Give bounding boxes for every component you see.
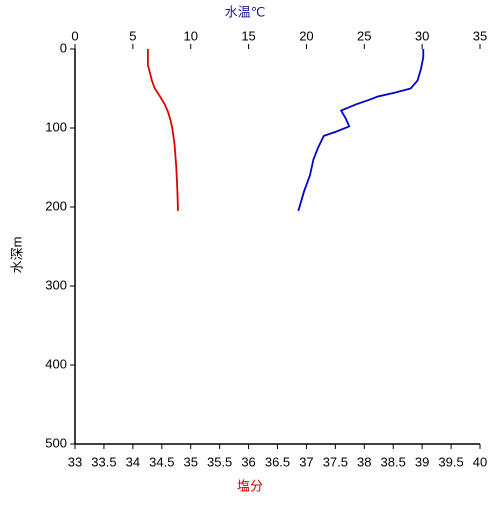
x-top-tick-label: 0 (71, 28, 78, 43)
x-tick-label: 36.5 (265, 454, 290, 469)
x-tick-label: 38 (357, 454, 371, 469)
profile-line (146, 49, 179, 211)
x-tick-label: 37.5 (323, 454, 348, 469)
y-tick-label: 0 (60, 40, 67, 55)
x-tick-label: 38.5 (381, 454, 406, 469)
y-tick-label: 400 (45, 356, 67, 371)
top-axis-title: 水温℃ (225, 4, 266, 19)
x-tick-label: 37 (299, 454, 313, 469)
y-tick-label: 200 (45, 198, 67, 213)
x-top-tick-label: 30 (415, 28, 429, 43)
y-tick-label: 500 (45, 435, 67, 450)
x-tick-label: 35 (183, 454, 197, 469)
x-top-tick-label: 25 (357, 28, 371, 43)
x-top-tick-label: 10 (183, 28, 197, 43)
x-top-tick-label: 35 (473, 28, 487, 43)
x-tick-label: 39 (415, 454, 429, 469)
x-top-tick-label: 15 (241, 28, 255, 43)
x-tick-label: 39.5 (438, 454, 463, 469)
x-tick-label: 33.5 (91, 454, 116, 469)
y-axis-title: 水深m (9, 237, 24, 274)
y-tick-label: 100 (45, 119, 67, 134)
x-tick-label: 34 (126, 454, 140, 469)
x-top-tick-label: 5 (129, 28, 136, 43)
x-tick-label: 36 (241, 454, 255, 469)
x-tick-label: 40 (473, 454, 487, 469)
x-tick-label: 33 (68, 454, 82, 469)
profile-line (297, 49, 425, 212)
y-tick-label: 300 (45, 277, 67, 292)
bottom-axis-title: 塩分 (237, 478, 263, 493)
x-tick-label: 34.5 (149, 454, 174, 469)
x-top-tick-label: 20 (299, 28, 313, 43)
x-tick-label: 35.5 (207, 454, 232, 469)
